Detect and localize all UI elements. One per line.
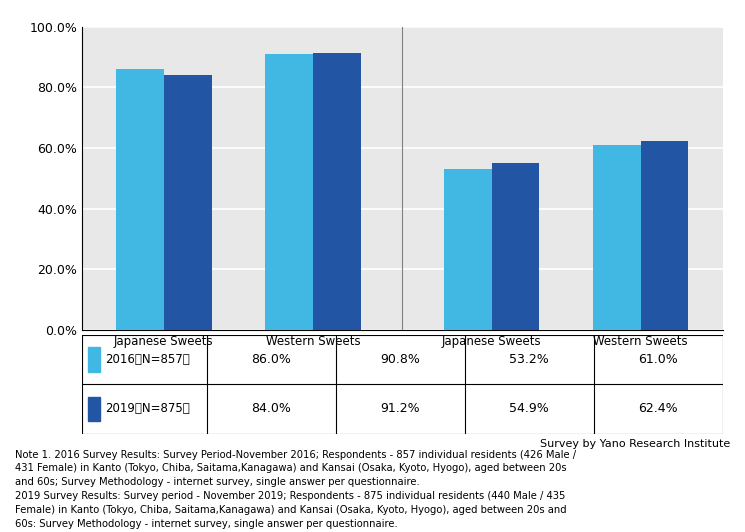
Text: 62.4%: 62.4% (638, 403, 678, 415)
Bar (89, 347, 100, 372)
Text: 53.2%: 53.2% (510, 353, 549, 366)
Text: 90.8%: 90.8% (381, 353, 420, 366)
Text: 2016（N=857）: 2016（N=857） (105, 353, 190, 366)
Text: 2019 Survey Results: Survey period - November 2019; Respondents - 875 individual: 2019 Survey Results: Survey period - Nov… (15, 491, 565, 501)
Text: 2019（N=875）: 2019（N=875） (105, 403, 190, 415)
Text: Female) in Kanto (Tokyo, Chiba, Saitama,Kanagawa) and Kansai (Osaka, Kyoto, Hyog: Female) in Kanto (Tokyo, Chiba, Saitama,… (15, 505, 566, 515)
Bar (593, 145, 641, 330)
Text: 61.0%: 61.0% (638, 353, 678, 366)
Text: 54.9%: 54.9% (510, 403, 549, 415)
Bar (641, 140, 688, 330)
Text: 86.0%: 86.0% (251, 353, 291, 366)
Text: and 60s; Survey Methodology - internet survey, single answer per questionnaire.: and 60s; Survey Methodology - internet s… (15, 477, 419, 487)
Bar (164, 75, 212, 330)
Text: Survey by Yano Research Institute: Survey by Yano Research Institute (540, 439, 730, 449)
Bar (313, 53, 361, 330)
Text: 431 Female) in Kanto (Tokyo, Chiba, Saitama,Kanagawa) and Kansai (Osaka, Kyoto, : 431 Female) in Kanto (Tokyo, Chiba, Sait… (15, 463, 566, 473)
Text: 60s: Survey Methodology - internet survey, single answer per questionnaire.: 60s: Survey Methodology - internet surve… (15, 519, 398, 529)
Bar (89, 397, 100, 421)
Text: Note 1. 2016 Survey Results: Survey Period-November 2016; Respondents - 857 indi: Note 1. 2016 Survey Results: Survey Peri… (15, 450, 576, 460)
Bar (265, 54, 313, 330)
Bar (116, 69, 164, 330)
Text: 84.0%: 84.0% (251, 403, 291, 415)
Text: 91.2%: 91.2% (381, 403, 420, 415)
Bar (492, 163, 539, 330)
Bar (444, 169, 492, 330)
